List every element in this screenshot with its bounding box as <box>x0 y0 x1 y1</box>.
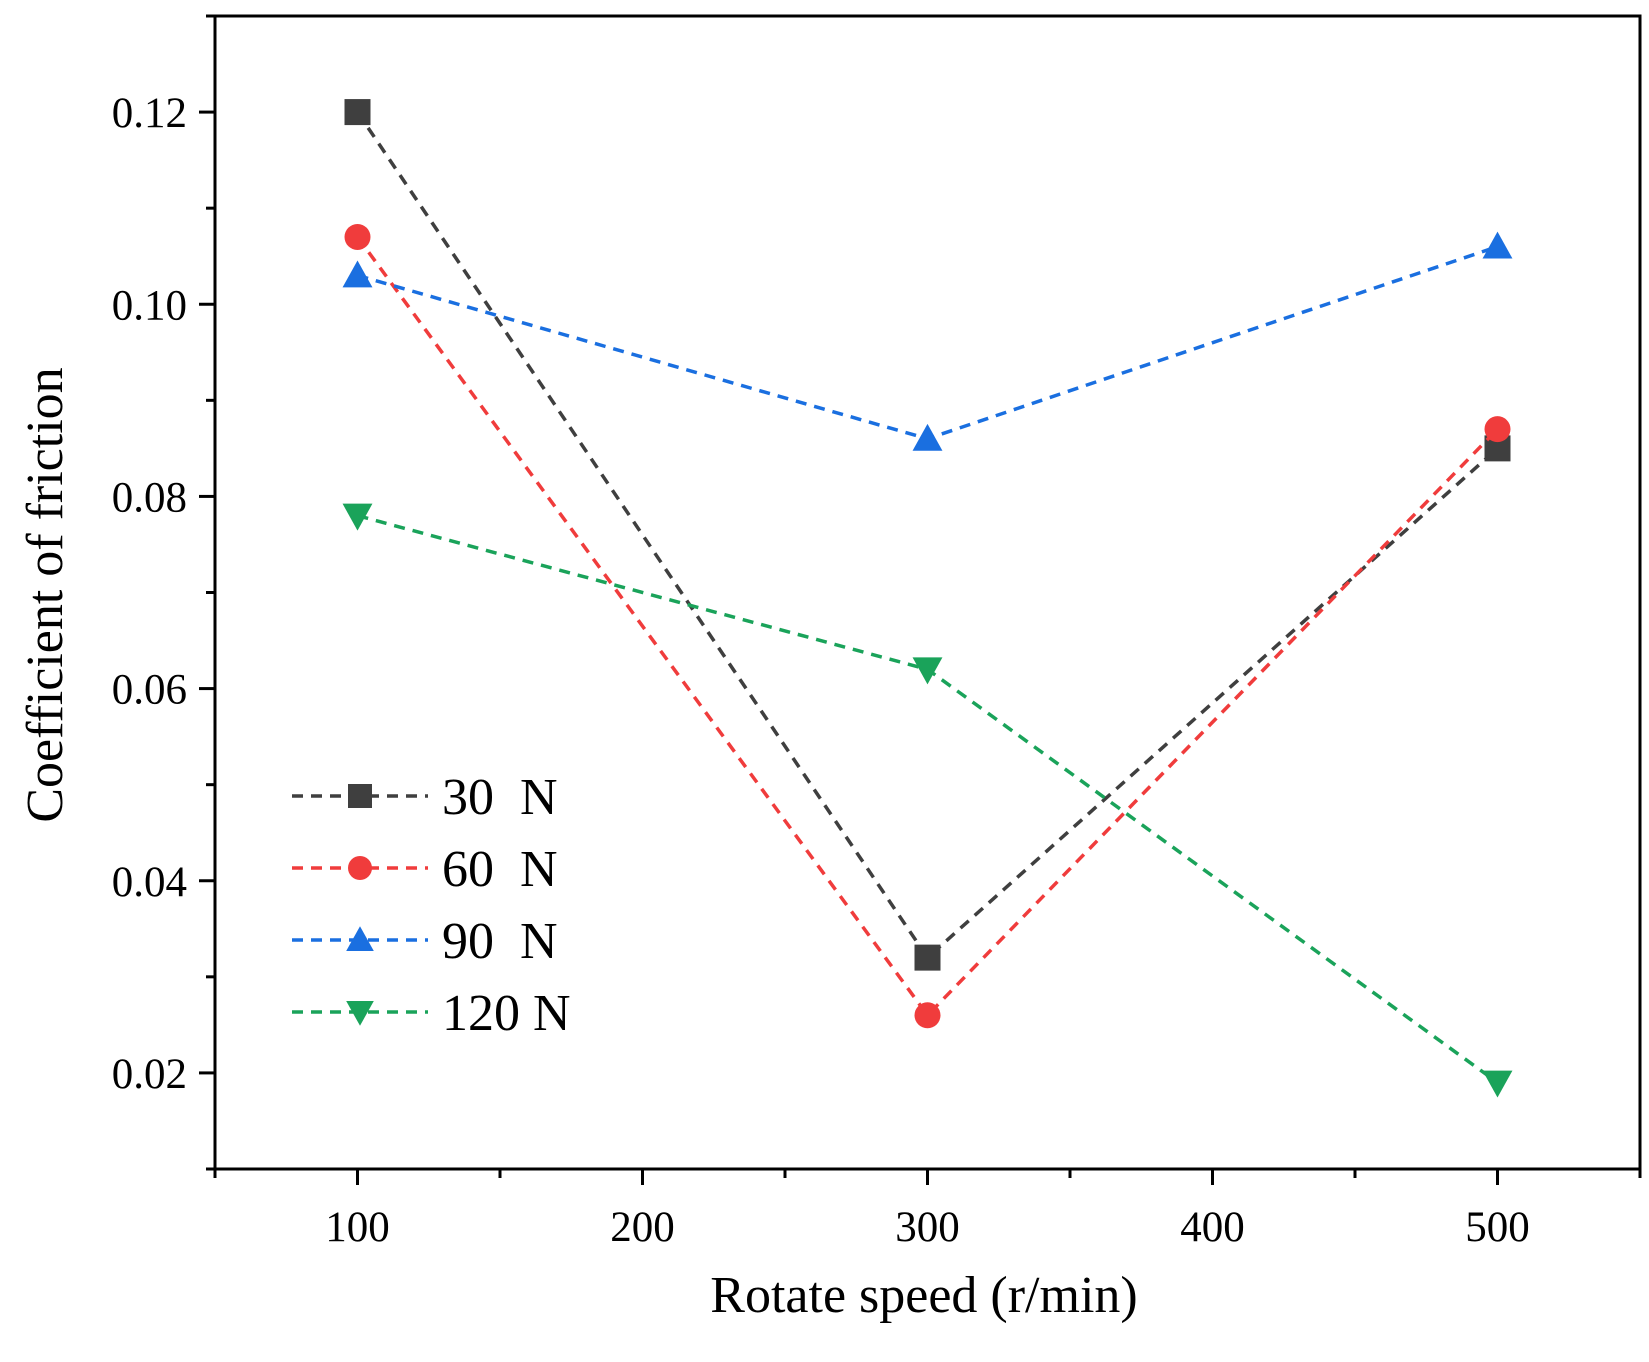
data-point <box>344 223 371 250</box>
data-point <box>342 503 373 531</box>
legend-item: 90 N <box>292 913 558 970</box>
data-point <box>914 1002 941 1029</box>
y-tick-label: 0.08 <box>112 474 187 521</box>
legend-marker <box>346 1000 374 1026</box>
data-point <box>912 657 943 685</box>
legend-label: 90 N <box>442 913 558 970</box>
series-layer <box>342 99 1513 1098</box>
data-point <box>912 423 943 451</box>
data-point <box>1484 416 1511 443</box>
x-tick-label: 200 <box>610 1204 675 1251</box>
axes: 100 200 300 400 500 0.02 0.04 0.06 0.08 0.10 0.12 <box>112 14 1642 1251</box>
data-point <box>1482 231 1513 259</box>
y-tick-label: 0.06 <box>112 667 187 714</box>
y-tick-label: 0.10 <box>112 282 187 329</box>
x-axis-title: Rotate speed (r/min) <box>710 1267 1137 1324</box>
plot-frame <box>213 14 1642 1171</box>
series-4 <box>342 503 1513 1098</box>
x-tick-label: 100 <box>325 1204 390 1251</box>
series-line <box>356 235 1499 1018</box>
y-tick-label: 0.02 <box>112 1051 187 1098</box>
y-tick-label: 0.12 <box>112 90 187 137</box>
legend-label: 120 N <box>442 985 571 1042</box>
y-tick-label: 0.04 <box>112 859 187 906</box>
x-tick-label: 500 <box>1465 1204 1530 1251</box>
series-3 <box>342 231 1513 451</box>
legend-marker <box>348 856 372 880</box>
data-point <box>914 944 941 971</box>
series-2 <box>344 223 1511 1029</box>
legend: 30 N 60 N 90 N 120 N <box>292 769 571 1042</box>
legend-item: 60 N <box>292 841 558 898</box>
legend-item: 30 N <box>292 769 558 826</box>
data-point <box>342 260 373 288</box>
legend-item: 120 N <box>292 985 571 1042</box>
x-tick-label: 400 <box>1180 1204 1245 1251</box>
data-point <box>344 99 371 126</box>
series-line <box>357 244 1499 441</box>
legend-label: 30 N <box>442 769 558 826</box>
data-point <box>1482 1070 1513 1098</box>
legend-label: 60 N <box>442 841 558 898</box>
legend-marker <box>346 926 374 952</box>
y-axis-title: Coefficient of friction <box>17 367 74 822</box>
series-line <box>356 111 1499 961</box>
series-1 <box>344 99 1511 971</box>
x-tick-label: 300 <box>895 1204 960 1251</box>
legend-marker <box>348 784 372 808</box>
